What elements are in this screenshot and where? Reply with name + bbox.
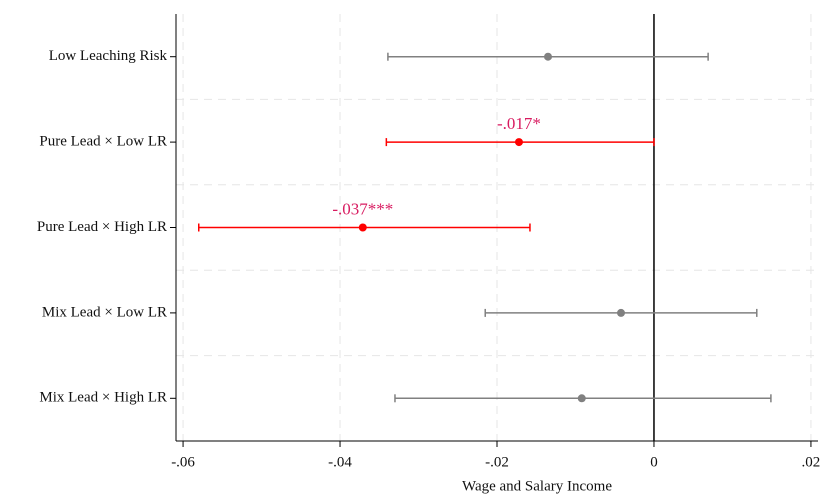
x-tick-label: -.04	[328, 454, 352, 470]
category-label: Mix Lead × Low LR	[42, 304, 167, 320]
value-label: -.017*	[497, 114, 541, 133]
category-label: Mix Lead × High LR	[39, 390, 167, 406]
point-estimate	[577, 394, 586, 403]
point-estimate	[358, 223, 367, 232]
point-estimate	[544, 52, 553, 61]
point-estimate	[617, 308, 626, 317]
point-estimate	[514, 138, 523, 147]
x-tick-label: 0	[650, 454, 658, 470]
category-label: Pure Lead × Low LR	[39, 134, 167, 150]
x-tick-label: -.02	[485, 454, 509, 470]
category-label: Low Leaching Risk	[49, 48, 168, 64]
category-label: Pure Lead × High LR	[37, 219, 167, 235]
x-tick-label: .02	[802, 454, 821, 470]
x-axis-title: Wage and Salary Income	[462, 478, 612, 494]
value-label: -.037***	[332, 199, 393, 218]
x-tick-label: -.06	[171, 454, 195, 470]
